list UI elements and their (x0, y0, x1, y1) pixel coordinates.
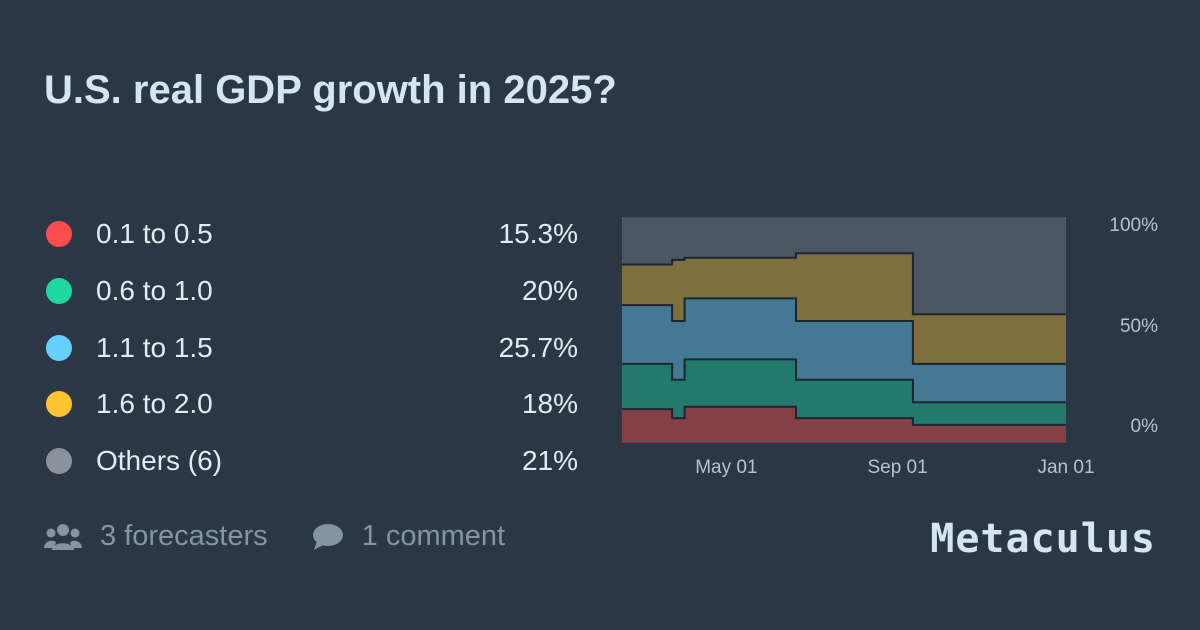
area-0-1-to-0-5[interactable] (622, 406, 1066, 443)
comments-count[interactable]: 1 comment (312, 520, 505, 553)
legend-value: 20% (521, 275, 578, 307)
legend-label: 1.1 to 1.5 (96, 331, 213, 363)
y-tick-label: 0% (1131, 416, 1159, 437)
legend-dot-icon (46, 221, 72, 248)
legend-item-0[interactable]: 0.1 to 0.5 15.3% (46, 206, 578, 263)
legend-value: 21% (521, 445, 578, 477)
legend-item-3[interactable]: 1.6 to 2.0 18% (46, 376, 578, 433)
series-boundary-line (622, 358, 1066, 404)
legend-label: 1.6 to 2.0 (96, 388, 213, 420)
series-boundary-line (622, 297, 1066, 365)
area-1-6-to-2-0[interactable] (622, 253, 1066, 364)
page-title: U.S. real GDP growth in 2025? (44, 68, 617, 112)
y-tick-label: 100% (1109, 215, 1158, 236)
legend-label: Others (6) (96, 445, 223, 477)
y-tick-label: 50% (1120, 316, 1158, 337)
area-0-6-to-1-0[interactable] (622, 359, 1066, 425)
x-tick-label: Jan 01 (1037, 457, 1094, 478)
legend-item-2[interactable]: 1.1 to 1.5 25.7% (46, 319, 578, 376)
legend-label: 0.1 to 0.5 (96, 218, 213, 250)
legend-item-4[interactable]: Others (6) 21% (46, 433, 578, 490)
series-boundary-line (622, 405, 1066, 426)
comments-label: 1 comment (361, 520, 506, 552)
legend-dot-icon (46, 391, 72, 418)
legend: 0.1 to 0.5 15.3% 0.6 to 1.0 20% 1.1 to 1… (46, 206, 578, 489)
series-boundary-line (622, 252, 1066, 316)
legend-dot-icon (46, 448, 72, 475)
x-tick-label: Sep 01 (867, 457, 927, 478)
forecasters-count[interactable]: 3 forecasters (44, 520, 268, 553)
legend-value: 25.7% (498, 331, 578, 363)
legend-dot-icon (46, 334, 72, 361)
brand-logo[interactable]: Metaculus (930, 516, 1156, 562)
legend-item-1[interactable]: 0.6 to 1.0 20% (46, 263, 578, 320)
users-icon (44, 523, 82, 550)
legend-label: 0.6 to 1.0 (96, 275, 213, 307)
area-others-6-[interactable] (622, 217, 1066, 315)
comment-icon (312, 523, 343, 550)
legend-value: 15.3% (498, 218, 578, 250)
area-1-1-to-1-5[interactable] (622, 298, 1066, 403)
forecast-history-chart[interactable]: 100% 50% 0% May 01 Sep 01 Jan 01 (620, 215, 1165, 485)
legend-dot-icon (46, 278, 72, 305)
footer: 3 forecasters 1 comment (44, 520, 549, 553)
forecasters-label: 3 forecasters (100, 520, 268, 552)
legend-value: 18% (521, 388, 578, 420)
x-tick-label: May 01 (695, 457, 757, 478)
